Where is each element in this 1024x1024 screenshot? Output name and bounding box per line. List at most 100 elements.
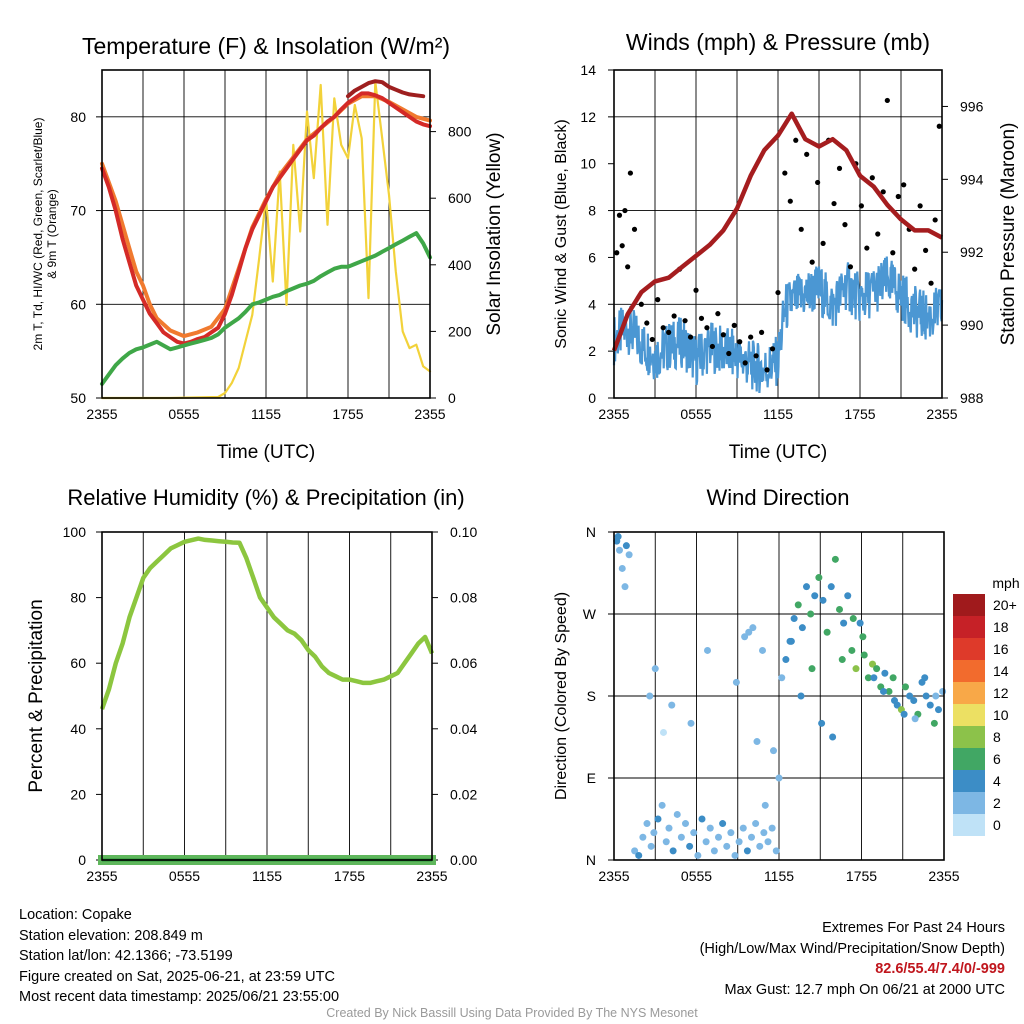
wind-gust-point	[720, 332, 726, 338]
dir-point	[669, 847, 677, 855]
wind-xlabel: Time (UTC)	[729, 442, 828, 463]
colorbar-label: 10	[993, 707, 1009, 723]
extremes-info: Extremes For Past 24 Hours (High/Low/Max…	[700, 918, 1005, 1000]
temp-series-hi-wc	[346, 79, 426, 99]
wind-gust-point	[655, 297, 661, 303]
rh-xtick-label: 0555	[169, 868, 200, 884]
dir-ytick-label: N	[586, 524, 596, 540]
wind-title: Winds (mph) & Pressure (mb)	[626, 29, 930, 55]
wind-gust-point	[775, 289, 781, 296]
dir-point	[910, 697, 918, 705]
dir-point	[710, 847, 718, 855]
dir-point	[732, 678, 740, 686]
dir-ytick-label: N	[586, 852, 596, 868]
wind-gust-point	[875, 231, 881, 237]
dir-point	[885, 687, 893, 695]
dir-xtick-label: 1155	[764, 868, 794, 884]
rh-ytick-right-label: 0.06	[450, 655, 477, 671]
rh-ytick-right-label: 0.02	[450, 786, 477, 802]
dir-point	[690, 829, 698, 837]
wind-ytick-label: 14	[580, 62, 596, 78]
dir-point	[889, 674, 897, 682]
wind-frame	[613, 69, 943, 399]
wind-gust-point	[884, 97, 890, 104]
temp-ytick-right-label: 200	[448, 323, 472, 339]
dir-ylabel-left: Direction (Colored By Speed)	[553, 592, 570, 800]
rh-xtick-label: 1755	[334, 868, 365, 884]
humidity-precip-panel: 0 0.00 20 0.02 40 0.04 60 0.06 80 0.08 100 0.10 2355…	[26, 485, 477, 884]
rh-frame	[101, 531, 433, 861]
wind-gust-point	[748, 334, 754, 340]
wind-gust-point	[764, 367, 770, 373]
wind-gust-point	[737, 339, 743, 345]
dir-point	[621, 583, 629, 591]
dir-point	[797, 692, 805, 700]
wind-gust-point	[869, 175, 875, 181]
wind-ytick-right-label: 994	[960, 171, 984, 187]
rh-ytick-right-label: 0.00	[450, 852, 477, 868]
dir-point	[625, 551, 633, 559]
wind-gust-point	[928, 280, 934, 286]
dir-point	[891, 697, 898, 705]
colorbar-swatch	[953, 704, 985, 726]
colorbar-swatch	[953, 792, 985, 814]
dir-point	[819, 596, 827, 604]
dir-point	[743, 847, 751, 855]
temp-xtick-label: 0555	[168, 406, 199, 422]
dir-point	[811, 592, 819, 600]
wind-gust-point	[836, 165, 843, 171]
dir-point	[798, 624, 806, 632]
wind-gust-point	[895, 193, 901, 200]
dir-point	[622, 542, 630, 550]
wind-gust-point	[625, 264, 631, 270]
wind-ytick-label: 12	[580, 109, 596, 125]
dir-point	[926, 701, 934, 709]
wind-ytick-label: 10	[580, 156, 596, 172]
dir-point	[932, 692, 940, 700]
dir-point	[831, 555, 839, 563]
dir-frame	[613, 531, 945, 861]
colorbar-label: 4	[993, 773, 1001, 789]
dir-point	[687, 719, 695, 727]
colorbar-swatch	[953, 814, 985, 836]
rh-ytick-label: 20	[70, 786, 86, 802]
wind-ytick-label: 4	[588, 296, 596, 312]
dir-point	[715, 833, 722, 841]
colorbar-swatch	[953, 660, 985, 682]
wind-gust-point	[831, 200, 837, 207]
wind-gust-point	[687, 334, 694, 340]
dir-point	[782, 656, 790, 664]
wind-gust-point	[923, 247, 929, 253]
wind-ytick-label: 0	[588, 390, 596, 406]
dir-point	[778, 674, 786, 682]
temp-ytick-label: 70	[70, 203, 86, 219]
extremes-title: Extremes For Past 24 Hours	[822, 920, 1005, 936]
recent-timestamp: Most recent data timestamp: 2025/06/21 2…	[19, 989, 340, 1005]
dir-point	[764, 838, 772, 846]
dir-point	[807, 610, 815, 618]
colorbar-label: 12	[993, 685, 1009, 701]
rh-xtick-label: 1155	[252, 868, 282, 884]
colorbar-label: 8	[993, 729, 1001, 745]
wind-gust-point	[858, 203, 864, 209]
max-gust: Max Gust: 12.7 mph On 06/21 at 2000 UTC	[724, 981, 1005, 998]
wind-gust-point	[820, 240, 826, 246]
temp-ytick-right-label: 400	[448, 257, 472, 273]
rh-ytick-right-label: 0.08	[450, 590, 477, 606]
wind-gust-point	[726, 350, 732, 357]
dir-point	[706, 824, 714, 832]
wind-gust-point	[864, 245, 870, 251]
dir-point	[852, 665, 860, 673]
dir-point	[768, 824, 776, 832]
dir-point	[677, 833, 685, 841]
wind-gust-point	[793, 137, 799, 143]
wind-ytick-label: 6	[588, 249, 596, 265]
dir-point	[880, 687, 887, 695]
wind-gust-point	[782, 170, 788, 176]
wind-ylabel-left: Sonic Wind & Gust (Blue, Black)	[553, 119, 570, 348]
wind-gust-point	[759, 329, 765, 335]
colorbar-label: 6	[993, 751, 1001, 767]
wind-gust-point	[809, 259, 815, 265]
colorbar-label: 14	[993, 663, 1009, 679]
